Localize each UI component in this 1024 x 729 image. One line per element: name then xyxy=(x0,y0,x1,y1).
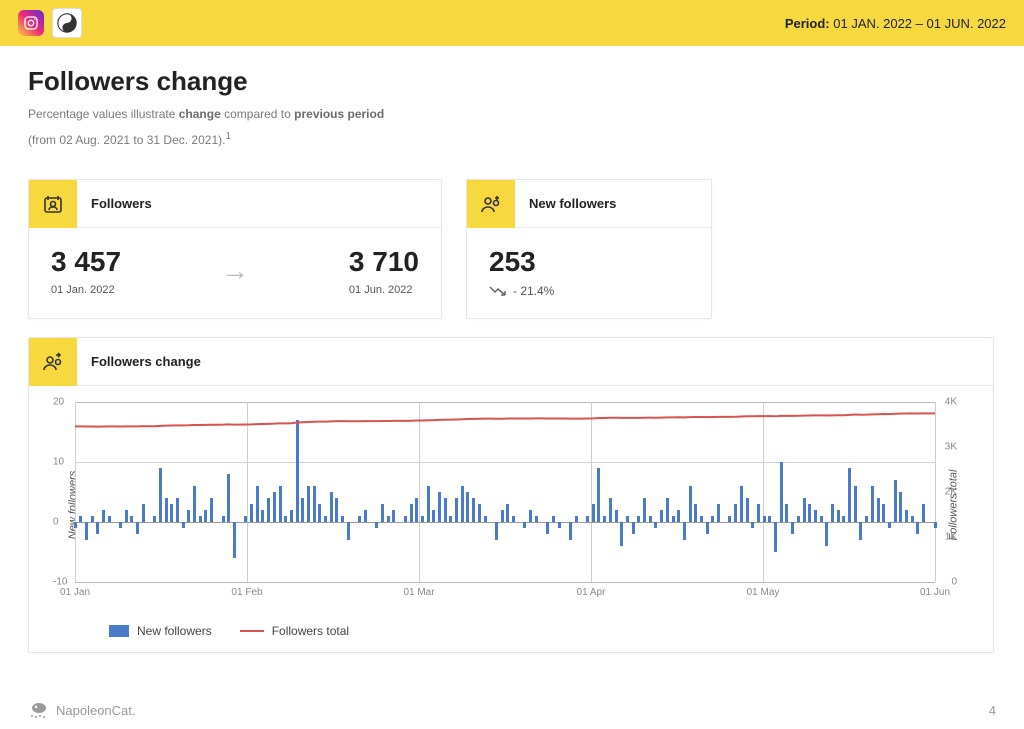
y-left-tick: 20 xyxy=(53,397,64,408)
followers-change-icon xyxy=(29,338,77,386)
y-axis-right-label: Followers total xyxy=(948,470,960,541)
start-value: 3 457 xyxy=(51,246,121,278)
brand-logo: NapoleonCat. xyxy=(28,701,136,719)
y-right-tick: 2K xyxy=(945,487,957,498)
start-date: 01 Jan. 2022 xyxy=(51,284,121,296)
y-right-tick: 1K xyxy=(945,532,957,543)
chart-legend: New followers Followers total xyxy=(29,624,993,652)
page-number: 4 xyxy=(989,703,996,718)
x-tick: 01 Apr xyxy=(577,587,606,598)
followers-card: Followers 3 457 01 Jan. 2022 → 3 710 01 … xyxy=(28,179,442,319)
x-tick: 01 Mar xyxy=(403,587,434,598)
end-value: 3 710 xyxy=(349,246,419,278)
card-title: Followers change xyxy=(77,354,201,369)
x-tick: 01 Feb xyxy=(231,587,262,598)
chart-plot: -100102001K2K3K4K01 Jan01 Feb01 Mar01 Ap… xyxy=(75,402,935,582)
end-stat: 3 710 01 Jun. 2022 xyxy=(349,246,419,296)
subtitle-line1: Percentage values illustrate change comp… xyxy=(28,105,996,123)
legend-line: Followers total xyxy=(240,624,349,638)
brand-icon xyxy=(28,701,50,719)
period-label: Period: 01 JAN. 2022 – 01 JUN. 2022 xyxy=(785,16,1006,31)
y-right-tick: 0 xyxy=(951,577,957,588)
topbar-left xyxy=(18,8,82,38)
new-followers-body: 253 - 21.4% xyxy=(467,228,711,318)
card-title: Followers xyxy=(77,196,152,211)
y-right-tick: 3K xyxy=(945,442,957,453)
main-container: Followers change Percentage values illus… xyxy=(0,46,1024,653)
x-tick: 01 Jan xyxy=(60,587,90,598)
legend-bars: New followers xyxy=(109,624,212,638)
swatch-bar xyxy=(109,625,129,637)
trend-row: - 21.4% xyxy=(489,284,689,298)
cards-row: Followers 3 457 01 Jan. 2022 → 3 710 01 … xyxy=(28,179,996,319)
y-right-tick: 4K xyxy=(945,397,957,408)
followers-icon xyxy=(29,180,77,228)
new-value: 253 xyxy=(489,246,689,278)
followers-body: 3 457 01 Jan. 2022 → 3 710 01 Jun. 2022 xyxy=(29,228,441,316)
x-tick: 01 May xyxy=(747,587,780,598)
x-tick: 01 Jun xyxy=(920,587,950,598)
chart-card: Followers change New followers Followers… xyxy=(28,337,994,653)
new-followers-card: New followers 253 - 21.4% xyxy=(466,179,712,319)
card-title: New followers xyxy=(515,196,616,211)
trend-down-icon xyxy=(489,285,507,297)
card-header: Followers change xyxy=(29,338,993,386)
period-value: 01 JAN. 2022 – 01 JUN. 2022 xyxy=(833,16,1006,31)
trend-text: - 21.4% xyxy=(513,284,554,298)
card-header: New followers xyxy=(467,180,711,228)
footer: NapoleonCat. 4 xyxy=(28,701,996,719)
chart-area: New followers Followers total -100102001… xyxy=(29,386,993,624)
start-stat: 3 457 01 Jan. 2022 xyxy=(51,246,121,296)
subtitle-line2: (from 02 Aug. 2021 to 31 Dec. 2021).1 xyxy=(28,129,996,149)
account-avatar xyxy=(52,8,82,38)
new-followers-icon xyxy=(467,180,515,228)
swatch-line xyxy=(240,630,264,632)
page-title: Followers change xyxy=(28,66,996,97)
top-bar: Period: 01 JAN. 2022 – 01 JUN. 2022 xyxy=(0,0,1024,46)
end-date: 01 Jun. 2022 xyxy=(349,284,419,296)
y-left-tick: 10 xyxy=(53,457,64,468)
card-header: Followers xyxy=(29,180,441,228)
y-left-tick: -10 xyxy=(53,577,67,588)
y-left-tick: 0 xyxy=(53,517,59,528)
instagram-icon xyxy=(18,10,44,36)
line-series xyxy=(75,413,935,426)
arrow-right-icon: → xyxy=(221,255,249,287)
period-prefix: Period: xyxy=(785,16,830,31)
